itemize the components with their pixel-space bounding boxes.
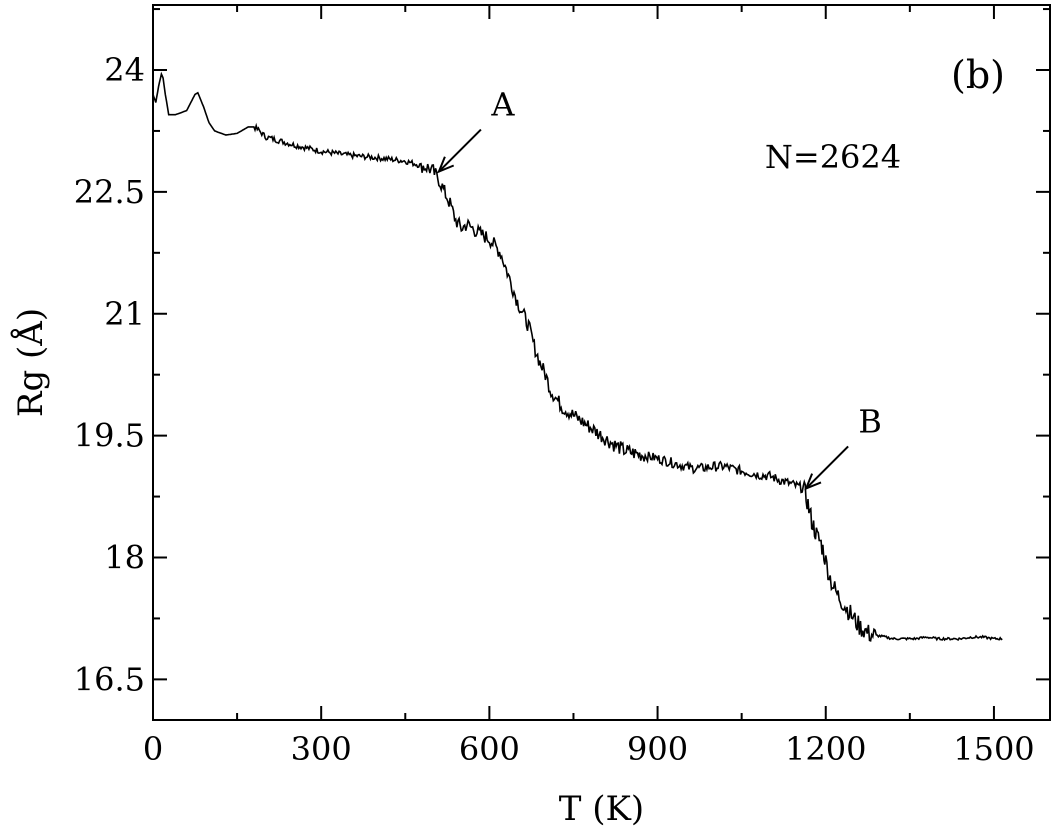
x-tick-label: 600 <box>459 730 520 768</box>
annotation-b: B <box>804 402 882 491</box>
y-axis-title: Rg (Å) <box>10 308 51 417</box>
x-axis-title: T (K) <box>559 789 644 829</box>
x-tick-label: 900 <box>627 730 688 768</box>
y-tick-label: 16.5 <box>74 660 145 698</box>
x-tick-label: 300 <box>291 730 352 768</box>
y-tick-label: 22.5 <box>74 173 145 211</box>
y-tick-label: 19.5 <box>74 417 145 455</box>
rg-curve <box>152 71 1003 642</box>
plot-layer <box>152 71 1003 642</box>
size-annotation: N=2624 <box>765 138 901 176</box>
plot-frame <box>152 4 1051 721</box>
label-layer: AB <box>437 86 882 491</box>
x-tick-label: 1500 <box>953 730 1034 768</box>
arrow-shaft <box>438 128 482 173</box>
annotation-a: A <box>437 86 515 174</box>
x-tick-label: 1200 <box>785 730 866 768</box>
arrow-head <box>437 156 455 174</box>
annotation-label: A <box>490 86 515 124</box>
y-tick-label: 24 <box>104 51 145 89</box>
annotation-label: B <box>858 402 882 440</box>
panel-label: (b) <box>951 53 1005 97</box>
y-tick-label: 21 <box>104 295 145 333</box>
y-tick-label: 18 <box>104 539 145 577</box>
tick-layer: 0 300 600 900 1200 1500 16.5 18 19.5 21 22.5 24 <box>74 5 1050 768</box>
x-tick-label: 0 <box>143 730 163 768</box>
arrow-head <box>804 473 822 491</box>
arrow-shaft <box>805 445 849 490</box>
